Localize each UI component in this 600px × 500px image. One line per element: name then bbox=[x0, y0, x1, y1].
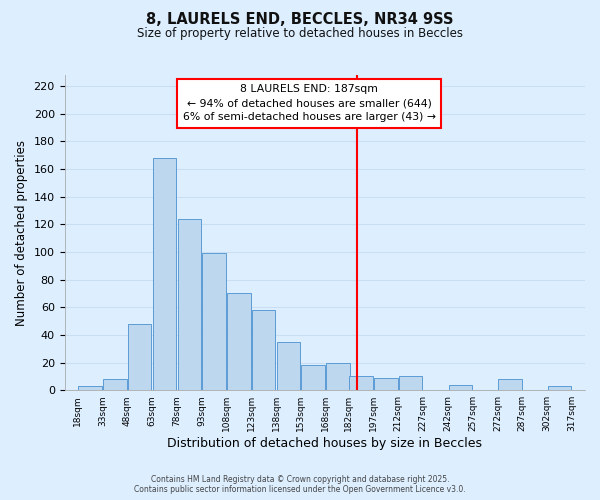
Text: Contains HM Land Registry data © Crown copyright and database right 2025.: Contains HM Land Registry data © Crown c… bbox=[151, 475, 449, 484]
Bar bbox=[178, 219, 201, 390]
Bar bbox=[349, 376, 373, 390]
Text: 8 LAURELS END: 187sqm
← 94% of detached houses are smaller (644)
6% of semi-deta: 8 LAURELS END: 187sqm ← 94% of detached … bbox=[182, 84, 436, 122]
X-axis label: Distribution of detached houses by size in Beccles: Distribution of detached houses by size … bbox=[167, 437, 482, 450]
Text: Contains public sector information licensed under the Open Government Licence v3: Contains public sector information licen… bbox=[134, 485, 466, 494]
Bar bbox=[498, 379, 521, 390]
Bar bbox=[326, 362, 350, 390]
Y-axis label: Number of detached properties: Number of detached properties bbox=[15, 140, 28, 326]
Bar bbox=[399, 376, 422, 390]
Text: Size of property relative to detached houses in Beccles: Size of property relative to detached ho… bbox=[137, 28, 463, 40]
Bar bbox=[128, 324, 151, 390]
Bar bbox=[79, 386, 102, 390]
Bar bbox=[449, 384, 472, 390]
Bar bbox=[103, 379, 127, 390]
Bar bbox=[548, 386, 571, 390]
Bar bbox=[227, 294, 251, 390]
Bar bbox=[374, 378, 398, 390]
Bar bbox=[202, 254, 226, 390]
Text: 8, LAURELS END, BECCLES, NR34 9SS: 8, LAURELS END, BECCLES, NR34 9SS bbox=[146, 12, 454, 28]
Bar bbox=[301, 366, 325, 390]
Bar bbox=[277, 342, 300, 390]
Bar bbox=[252, 310, 275, 390]
Bar bbox=[153, 158, 176, 390]
